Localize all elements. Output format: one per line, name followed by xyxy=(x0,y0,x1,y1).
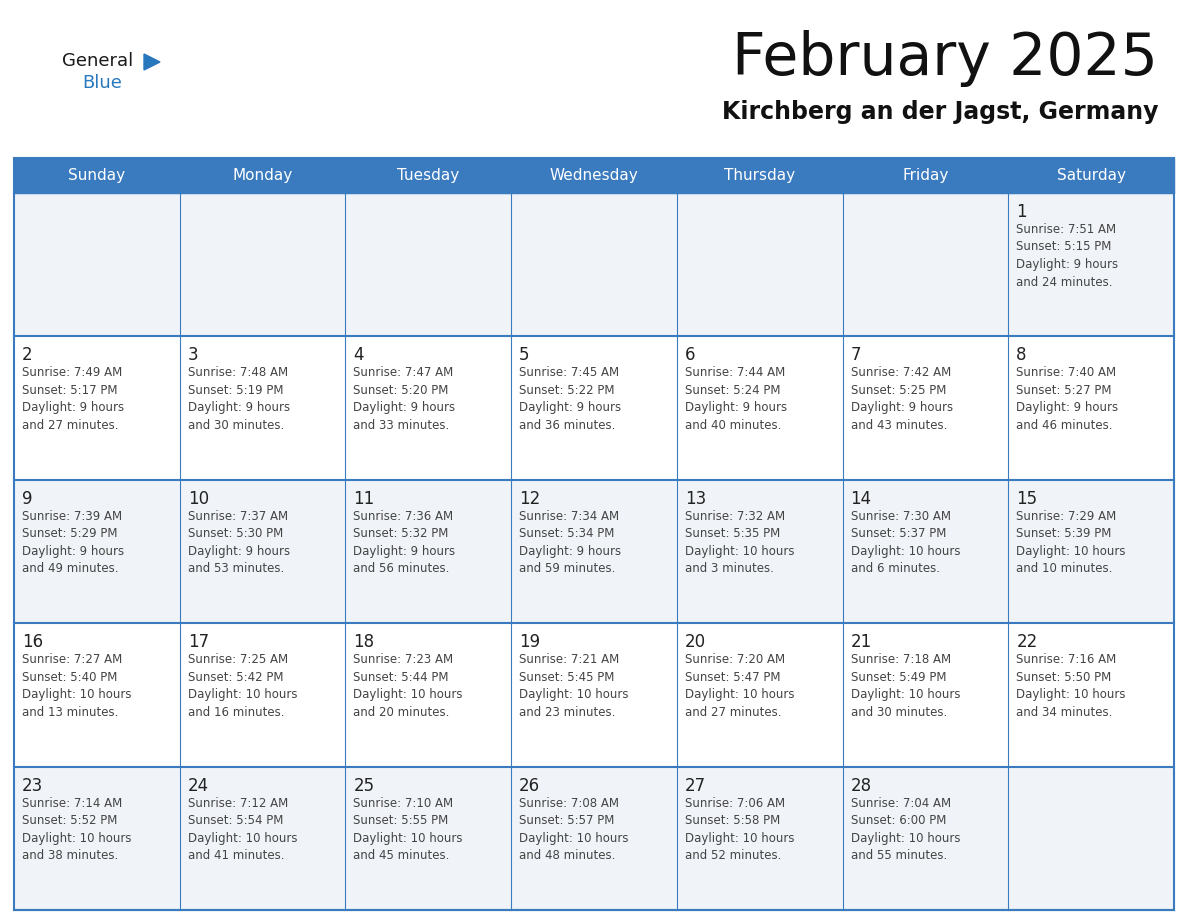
Text: 1: 1 xyxy=(1016,203,1026,221)
Text: Sunrise: 7:34 AM
Sunset: 5:34 PM
Daylight: 9 hours
and 59 minutes.: Sunrise: 7:34 AM Sunset: 5:34 PM Dayligh… xyxy=(519,509,621,576)
Bar xyxy=(14,158,1174,910)
Text: Sunrise: 7:39 AM
Sunset: 5:29 PM
Daylight: 9 hours
and 49 minutes.: Sunrise: 7:39 AM Sunset: 5:29 PM Dayligh… xyxy=(23,509,124,576)
Text: 9: 9 xyxy=(23,490,32,508)
Text: 28: 28 xyxy=(851,777,872,795)
Text: Sunrise: 7:10 AM
Sunset: 5:55 PM
Daylight: 10 hours
and 45 minutes.: Sunrise: 7:10 AM Sunset: 5:55 PM Dayligh… xyxy=(353,797,463,862)
Text: Sunrise: 7:16 AM
Sunset: 5:50 PM
Daylight: 10 hours
and 34 minutes.: Sunrise: 7:16 AM Sunset: 5:50 PM Dayligh… xyxy=(1016,654,1126,719)
Text: Sunrise: 7:45 AM
Sunset: 5:22 PM
Daylight: 9 hours
and 36 minutes.: Sunrise: 7:45 AM Sunset: 5:22 PM Dayligh… xyxy=(519,366,621,431)
Text: 4: 4 xyxy=(353,346,364,364)
Text: Sunrise: 7:21 AM
Sunset: 5:45 PM
Daylight: 10 hours
and 23 minutes.: Sunrise: 7:21 AM Sunset: 5:45 PM Dayligh… xyxy=(519,654,628,719)
Text: 5: 5 xyxy=(519,346,530,364)
Text: 18: 18 xyxy=(353,633,374,651)
Text: Sunrise: 7:29 AM
Sunset: 5:39 PM
Daylight: 10 hours
and 10 minutes.: Sunrise: 7:29 AM Sunset: 5:39 PM Dayligh… xyxy=(1016,509,1126,576)
Text: Friday: Friday xyxy=(902,168,948,183)
Text: 15: 15 xyxy=(1016,490,1037,508)
Text: Tuesday: Tuesday xyxy=(397,168,460,183)
Text: Blue: Blue xyxy=(82,74,122,92)
Text: 23: 23 xyxy=(23,777,43,795)
Text: 3: 3 xyxy=(188,346,198,364)
Text: 20: 20 xyxy=(684,633,706,651)
Text: 10: 10 xyxy=(188,490,209,508)
Text: 2: 2 xyxy=(23,346,32,364)
Bar xyxy=(14,623,1174,767)
Text: 19: 19 xyxy=(519,633,541,651)
Text: Sunrise: 7:23 AM
Sunset: 5:44 PM
Daylight: 10 hours
and 20 minutes.: Sunrise: 7:23 AM Sunset: 5:44 PM Dayligh… xyxy=(353,654,463,719)
Text: 17: 17 xyxy=(188,633,209,651)
Text: Sunrise: 7:36 AM
Sunset: 5:32 PM
Daylight: 9 hours
and 56 minutes.: Sunrise: 7:36 AM Sunset: 5:32 PM Dayligh… xyxy=(353,509,455,576)
Text: Sunday: Sunday xyxy=(68,168,126,183)
Text: 7: 7 xyxy=(851,346,861,364)
Text: Sunrise: 7:49 AM
Sunset: 5:17 PM
Daylight: 9 hours
and 27 minutes.: Sunrise: 7:49 AM Sunset: 5:17 PM Dayligh… xyxy=(23,366,124,431)
Text: 11: 11 xyxy=(353,490,374,508)
Text: Sunrise: 7:25 AM
Sunset: 5:42 PM
Daylight: 10 hours
and 16 minutes.: Sunrise: 7:25 AM Sunset: 5:42 PM Dayligh… xyxy=(188,654,297,719)
Text: Kirchberg an der Jagst, Germany: Kirchberg an der Jagst, Germany xyxy=(721,100,1158,124)
Text: Sunrise: 7:14 AM
Sunset: 5:52 PM
Daylight: 10 hours
and 38 minutes.: Sunrise: 7:14 AM Sunset: 5:52 PM Dayligh… xyxy=(23,797,132,862)
Text: Sunrise: 7:06 AM
Sunset: 5:58 PM
Daylight: 10 hours
and 52 minutes.: Sunrise: 7:06 AM Sunset: 5:58 PM Dayligh… xyxy=(684,797,795,862)
Text: 27: 27 xyxy=(684,777,706,795)
Text: 12: 12 xyxy=(519,490,541,508)
Text: Sunrise: 7:42 AM
Sunset: 5:25 PM
Daylight: 9 hours
and 43 minutes.: Sunrise: 7:42 AM Sunset: 5:25 PM Dayligh… xyxy=(851,366,953,431)
Bar xyxy=(1009,158,1174,193)
Text: Monday: Monday xyxy=(233,168,292,183)
Text: 6: 6 xyxy=(684,346,695,364)
Text: February 2025: February 2025 xyxy=(732,30,1158,87)
Bar xyxy=(14,336,1174,480)
Bar xyxy=(842,158,1009,193)
Bar xyxy=(14,767,1174,910)
Text: Sunrise: 7:48 AM
Sunset: 5:19 PM
Daylight: 9 hours
and 30 minutes.: Sunrise: 7:48 AM Sunset: 5:19 PM Dayligh… xyxy=(188,366,290,431)
Text: General: General xyxy=(62,52,133,70)
Text: Sunrise: 7:37 AM
Sunset: 5:30 PM
Daylight: 9 hours
and 53 minutes.: Sunrise: 7:37 AM Sunset: 5:30 PM Dayligh… xyxy=(188,509,290,576)
Text: 25: 25 xyxy=(353,777,374,795)
Text: Sunrise: 7:18 AM
Sunset: 5:49 PM
Daylight: 10 hours
and 30 minutes.: Sunrise: 7:18 AM Sunset: 5:49 PM Dayligh… xyxy=(851,654,960,719)
Text: 14: 14 xyxy=(851,490,872,508)
Text: Sunrise: 7:27 AM
Sunset: 5:40 PM
Daylight: 10 hours
and 13 minutes.: Sunrise: 7:27 AM Sunset: 5:40 PM Dayligh… xyxy=(23,654,132,719)
Text: Thursday: Thursday xyxy=(725,168,795,183)
Bar xyxy=(677,158,842,193)
Text: 8: 8 xyxy=(1016,346,1026,364)
Text: Sunrise: 7:08 AM
Sunset: 5:57 PM
Daylight: 10 hours
and 48 minutes.: Sunrise: 7:08 AM Sunset: 5:57 PM Dayligh… xyxy=(519,797,628,862)
Bar xyxy=(346,158,511,193)
Bar xyxy=(14,193,1174,336)
Text: Sunrise: 7:32 AM
Sunset: 5:35 PM
Daylight: 10 hours
and 3 minutes.: Sunrise: 7:32 AM Sunset: 5:35 PM Dayligh… xyxy=(684,509,795,576)
Text: Saturday: Saturday xyxy=(1056,168,1126,183)
Bar xyxy=(14,480,1174,623)
Text: Sunrise: 7:30 AM
Sunset: 5:37 PM
Daylight: 10 hours
and 6 minutes.: Sunrise: 7:30 AM Sunset: 5:37 PM Dayligh… xyxy=(851,509,960,576)
Bar xyxy=(511,158,677,193)
Text: Sunrise: 7:51 AM
Sunset: 5:15 PM
Daylight: 9 hours
and 24 minutes.: Sunrise: 7:51 AM Sunset: 5:15 PM Dayligh… xyxy=(1016,223,1118,288)
Text: 22: 22 xyxy=(1016,633,1037,651)
Text: 16: 16 xyxy=(23,633,43,651)
Text: Sunrise: 7:12 AM
Sunset: 5:54 PM
Daylight: 10 hours
and 41 minutes.: Sunrise: 7:12 AM Sunset: 5:54 PM Dayligh… xyxy=(188,797,297,862)
Text: Sunrise: 7:47 AM
Sunset: 5:20 PM
Daylight: 9 hours
and 33 minutes.: Sunrise: 7:47 AM Sunset: 5:20 PM Dayligh… xyxy=(353,366,455,431)
Text: Sunrise: 7:04 AM
Sunset: 6:00 PM
Daylight: 10 hours
and 55 minutes.: Sunrise: 7:04 AM Sunset: 6:00 PM Dayligh… xyxy=(851,797,960,862)
Text: Sunrise: 7:20 AM
Sunset: 5:47 PM
Daylight: 10 hours
and 27 minutes.: Sunrise: 7:20 AM Sunset: 5:47 PM Dayligh… xyxy=(684,654,795,719)
Bar xyxy=(179,158,346,193)
Text: 13: 13 xyxy=(684,490,706,508)
Text: Sunrise: 7:44 AM
Sunset: 5:24 PM
Daylight: 9 hours
and 40 minutes.: Sunrise: 7:44 AM Sunset: 5:24 PM Dayligh… xyxy=(684,366,786,431)
Text: Wednesday: Wednesday xyxy=(550,168,638,183)
Bar xyxy=(14,158,179,193)
Text: Sunrise: 7:40 AM
Sunset: 5:27 PM
Daylight: 9 hours
and 46 minutes.: Sunrise: 7:40 AM Sunset: 5:27 PM Dayligh… xyxy=(1016,366,1118,431)
Text: 24: 24 xyxy=(188,777,209,795)
Text: 26: 26 xyxy=(519,777,541,795)
Polygon shape xyxy=(144,54,160,70)
Text: 21: 21 xyxy=(851,633,872,651)
